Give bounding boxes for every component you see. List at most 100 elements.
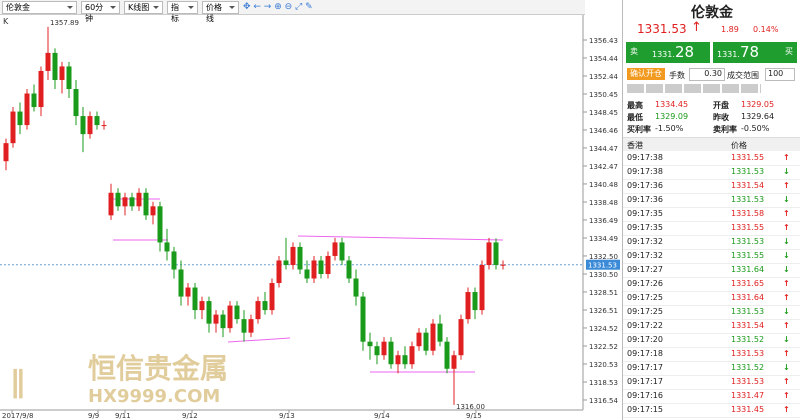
candle-body xyxy=(52,52,58,80)
period-select[interactable]: 60分钟 xyxy=(81,0,120,23)
stat-value: 1329.05 xyxy=(741,100,775,109)
tick-price: 1331.58 xyxy=(731,209,765,218)
stat-label: 卖利率 xyxy=(713,125,737,134)
candle-body xyxy=(262,301,268,311)
candle-body xyxy=(213,314,219,324)
candle-body xyxy=(430,323,436,351)
tick-row: 09:17:25 1331.53 ↓ xyxy=(623,305,800,320)
quick-lot-buttons[interactable] xyxy=(627,84,761,93)
tick-time: 09:17:25 xyxy=(627,293,663,302)
tick-time: 09:17:22 xyxy=(627,321,663,330)
tick-time: 09:17:18 xyxy=(627,349,663,358)
candle-body xyxy=(283,260,289,265)
candle-body xyxy=(409,346,415,365)
tick-row: 09:17:38 1331.55 ↑ xyxy=(623,151,800,166)
y-tick-label: 1338.48 xyxy=(589,199,618,207)
buy-button[interactable]: 1331. 78 买 xyxy=(713,42,797,63)
tick-arrow: ↓ xyxy=(783,167,790,176)
y-tick-label: 1354.44 xyxy=(589,55,618,63)
candle-body xyxy=(423,332,429,351)
y-tick-label: 1320.53 xyxy=(589,361,618,369)
tick-row: 09:17:27 1331.64 ↓ xyxy=(623,263,800,278)
tick-price: 1331.45 xyxy=(731,405,765,414)
candle-body xyxy=(45,52,51,71)
tick-time: 09:17:15 xyxy=(627,405,663,414)
candle-body xyxy=(227,305,233,329)
tool-icons[interactable]: ✥ ← → ⊕ ⊖ ⤢ ✎ xyxy=(243,2,313,12)
y-tick-label: 1356.43 xyxy=(589,37,618,45)
candle-body xyxy=(381,341,387,356)
tick-time: 09:17:36 xyxy=(627,181,663,190)
tick-arrow: ↓ xyxy=(783,265,790,274)
chart-label: K xyxy=(3,17,9,26)
symbol-select[interactable]: 伦敦金 xyxy=(2,0,77,14)
candle-body xyxy=(199,301,205,311)
watermark-cn: 恒信贵金属 xyxy=(88,352,228,385)
y-tick-label: 1316.54 xyxy=(589,397,618,405)
indicator-select[interactable]: 指标 xyxy=(167,0,198,23)
tick-arrow: ↑ xyxy=(783,377,790,386)
tick-row: 09:17:16 1331.47 ↑ xyxy=(623,389,800,404)
tick-row: 09:17:22 1331.54 ↑ xyxy=(623,319,800,334)
candle-body xyxy=(157,206,163,243)
candle-body xyxy=(346,260,352,279)
candle-body xyxy=(129,197,135,207)
tick-row: 09:17:35 1331.58 ↑ xyxy=(623,207,800,222)
tick-row: 09:17:15 1331.45 ↑ xyxy=(623,403,800,418)
buy-int: 1331. xyxy=(717,50,740,59)
tick-price: 1331.64 xyxy=(731,293,765,302)
candle-body xyxy=(143,192,149,216)
tick-price: 1331.47 xyxy=(731,391,765,400)
candle-body xyxy=(80,116,86,135)
candle-body xyxy=(304,269,310,279)
price-annotation: 1316.00 xyxy=(456,403,485,411)
lots-input[interactable]: 0.30 xyxy=(689,68,725,81)
tick-price: 1331.52 xyxy=(731,335,765,344)
ticks-header: 香港 价格 xyxy=(623,137,800,151)
tick-price: 1331.64 xyxy=(731,265,765,274)
tick-price: 1331.53 xyxy=(731,307,765,316)
tick-time: 09:17:36 xyxy=(627,195,663,204)
y-tick-label: 1322.52 xyxy=(589,343,618,351)
candle-body xyxy=(416,332,422,347)
range-input[interactable]: 100 xyxy=(765,68,795,81)
candle-body xyxy=(241,319,247,333)
tick-price: 1331.53 xyxy=(731,195,765,204)
toolbar: 伦敦金 60分钟 K线图 指标 价格线 ✥ ← → ⊕ ⊖ ⤢ ✎ xyxy=(0,0,585,23)
tick-price: 1331.54 xyxy=(731,181,765,190)
sell-label: 卖 xyxy=(630,47,638,56)
tick-time: 09:17:27 xyxy=(627,265,663,274)
candle-body xyxy=(108,192,114,216)
chart-kind-select[interactable]: K线图 xyxy=(124,0,163,14)
tick-price: 1331.52 xyxy=(731,363,765,372)
candle-body xyxy=(59,66,65,80)
candle-body xyxy=(360,296,366,342)
stat-value: -0.50% xyxy=(741,124,770,133)
confirm-button[interactable]: 确认开仓 xyxy=(627,68,665,80)
panel-change: 1.89 xyxy=(721,25,739,34)
tick-time: 09:17:20 xyxy=(627,335,663,344)
y-tick-label: 1346.46 xyxy=(589,127,618,135)
lots-label: 手数 xyxy=(669,71,685,80)
stat-value: 1329.09 xyxy=(655,112,689,121)
tick-arrow: ↑ xyxy=(783,279,790,288)
stat-label: 最高 xyxy=(627,101,643,110)
tick-price: 1331.65 xyxy=(731,279,765,288)
tick-row: 09:17:32 1331.55 ↓ xyxy=(623,249,800,264)
tick-row: 09:17:17 1331.53 ↑ xyxy=(623,375,800,390)
price-line-select[interactable]: 价格线 xyxy=(202,0,239,23)
candle-body xyxy=(402,355,408,365)
candle-body xyxy=(318,260,324,275)
sell-button[interactable]: 卖 1331. 28 xyxy=(626,42,710,63)
tick-time: 09:17:38 xyxy=(627,153,663,162)
sell-int: 1331. xyxy=(652,50,675,59)
candle-body xyxy=(87,116,93,135)
candle-body xyxy=(325,255,331,275)
tick-row: 09:17:25 1331.64 ↑ xyxy=(623,291,800,306)
tick-arrow: ↓ xyxy=(783,363,790,372)
tick-arrow: ↑ xyxy=(783,321,790,330)
candle-body xyxy=(437,323,443,342)
y-tick-label: 1326.51 xyxy=(589,307,618,315)
tick-arrow: ↑ xyxy=(783,405,790,414)
